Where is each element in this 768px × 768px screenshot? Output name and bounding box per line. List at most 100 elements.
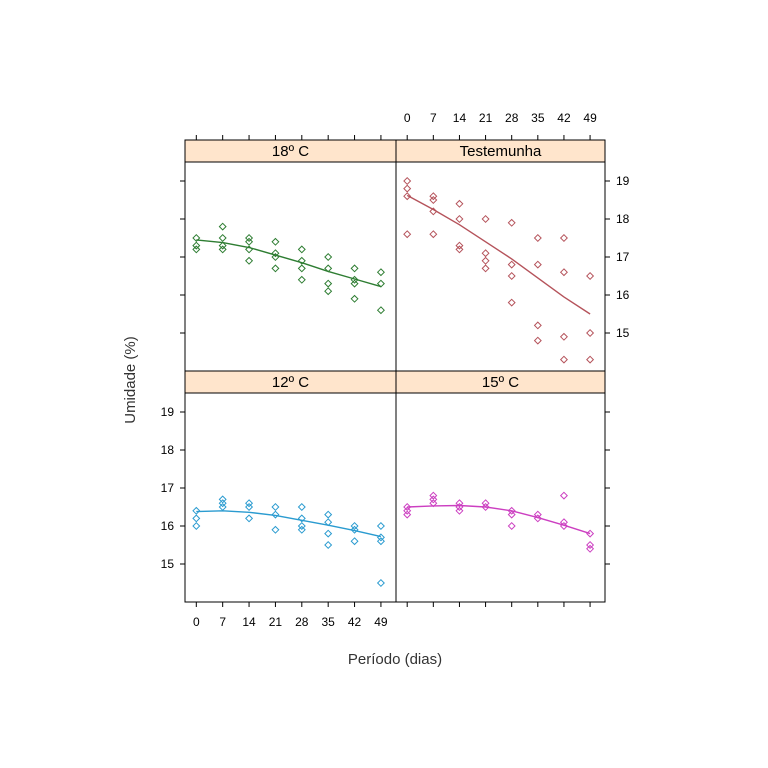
data-point-p15-12 [507,510,516,519]
data-point-p12-20 [350,521,359,531]
data-point-p18-16 [297,256,306,265]
data-point-ptest-7 [429,230,438,239]
data-point-p12-8 [245,514,254,523]
data-point-p18-17 [297,264,306,273]
data-point-p12-13 [297,514,306,523]
x-tick-label: 42 [348,615,362,629]
data-point-p18-23 [350,264,359,273]
y-tick-label: 15 [616,326,630,340]
data-point-p15-6 [455,499,464,508]
data-point-p15-7 [455,502,464,512]
data-point-ptest-25 [559,268,568,277]
data-point-ptest-4 [429,192,438,201]
data-point-p15-16 [559,491,568,500]
data-point-ptest-2 [403,192,412,201]
data-point-p18-21 [324,279,333,288]
data-point-ptest-17 [507,260,516,269]
data-point-p18-6 [218,245,227,254]
data-point-p12-14 [297,521,306,531]
data-point-p15-8 [455,506,464,515]
x-axis-title: Período (dias) [348,651,442,668]
data-point-p15-9 [481,499,490,508]
x-tick-label: 21 [479,111,493,125]
data-point-ptest-14 [481,256,490,265]
strip-label-p18: 18º C [272,143,309,160]
data-point-p18-20 [324,264,333,273]
data-point-ptest-26 [559,332,568,341]
x-tick-label: 42 [557,111,571,125]
strip-p15 [395,370,606,394]
data-point-p18-14 [271,264,280,273]
panel-ptest: Testemunha [395,139,606,364]
data-point-p18-18 [297,275,306,284]
data-point-ptest-19 [507,298,516,307]
data-point-p12-25 [376,537,385,546]
data-point-p12-19 [324,540,333,550]
data-point-p18-27 [376,268,385,277]
data-point-p18-26 [350,294,359,303]
data-point-ptest-1 [403,184,412,193]
x-tick-label: 35 [531,111,545,125]
panel-p18: 18º C [184,139,397,315]
data-point-ptest-3 [403,230,412,239]
fit-line-p15 [407,504,591,535]
data-point-p12-9 [271,502,280,512]
x-tick-label: 7 [430,111,437,125]
data-point-ptest-10 [455,241,464,250]
data-point-p18-13 [271,252,280,262]
data-point-p18-1 [192,241,201,250]
y-tick-label: 18 [161,443,175,457]
strip-ptest [395,139,606,163]
data-point-p18-4 [218,233,227,243]
y-axis-title: Umidade (%) [122,336,139,424]
data-point-p18-19 [324,252,333,262]
data-point-ptest-27 [559,355,568,364]
data-point-p18-28 [376,279,385,288]
data-point-ptest-13 [481,249,490,258]
fit-line-ptest [406,194,591,315]
data-point-p15-2 [403,510,412,519]
data-point-ptest-11 [455,245,464,254]
data-point-p15-17 [559,518,568,527]
data-point-p15-18 [559,521,568,531]
data-point-p18-10 [245,256,254,265]
data-point-p18-11 [271,237,280,246]
data-point-p15-4 [429,495,438,504]
x-tick-label: 0 [404,111,411,125]
x-tick-label: 14 [242,615,256,629]
data-point-p15-19 [586,529,595,538]
data-point-p12-23 [376,521,385,531]
data-point-ptest-8 [455,199,464,208]
data-point-p18-0 [192,233,201,243]
data-point-p12-15 [297,525,306,534]
data-point-ptest-23 [533,336,542,345]
data-point-ptest-28 [586,271,595,281]
x-tick-label: 28 [295,615,309,629]
data-point-p15-1 [403,506,412,515]
data-point-p12-24 [376,533,385,542]
data-point-ptest-9 [455,214,464,224]
y-tick-label: 17 [161,481,175,495]
data-point-p15-14 [533,510,542,519]
data-point-ptest-18 [507,271,516,281]
data-point-p15-5 [429,499,438,508]
data-point-p18-12 [271,249,280,258]
data-point-p12-26 [376,578,385,588]
data-point-ptest-29 [586,328,595,338]
data-point-p15-15 [533,514,542,523]
data-point-p12-21 [350,525,359,534]
data-point-p15-11 [507,506,516,515]
x-tick-label: 14 [453,111,467,125]
data-point-p12-18 [324,529,333,538]
data-point-p18-22 [324,287,333,296]
data-point-p15-13 [507,521,516,531]
data-point-p12-12 [297,502,306,512]
y-tick-label: 19 [616,174,630,188]
data-point-p18-29 [376,306,385,315]
fit-line-p18 [196,239,382,288]
y-tick-label: 15 [161,557,175,571]
panel-p12: 12º C [184,370,397,588]
y-tick-label: 18 [616,212,630,226]
y-tick-label: 19 [161,405,175,419]
